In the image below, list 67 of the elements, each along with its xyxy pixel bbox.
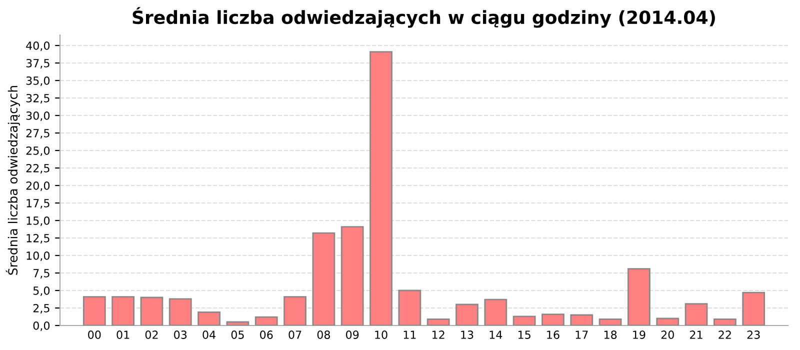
x-tick-label: 03 [174, 330, 187, 339]
y-tick-label: 40,0 [26, 41, 50, 52]
bar [456, 304, 478, 326]
bar [684, 303, 708, 326]
y-tick-label: 10,0 [26, 251, 50, 262]
bar [512, 316, 536, 326]
bar [198, 312, 220, 326]
bar [140, 296, 164, 326]
bar [484, 298, 508, 326]
y-axis-title: Średnia liczba odwiedzających [6, 86, 20, 275]
y-tick-label: 5,0 [33, 286, 50, 296]
bar [284, 296, 306, 326]
bar [426, 318, 450, 326]
bar [312, 232, 336, 326]
bar [598, 318, 622, 326]
y-tick-label: 20,0 [26, 181, 50, 192]
bar [542, 314, 564, 326]
x-tick-label: 17 [576, 330, 588, 339]
y-tick-label: 2,5 [33, 304, 50, 314]
y-tick-label: 7,5 [34, 269, 50, 279]
x-tick-label: 10 [375, 330, 388, 339]
bar [168, 298, 192, 326]
y-tick-label: 22,5 [26, 164, 50, 174]
x-tick-label: 19 [633, 330, 646, 339]
bar [82, 296, 106, 326]
bar [226, 321, 250, 326]
bar [340, 226, 364, 326]
y-tick-label: 30,0 [26, 111, 50, 122]
x-tick-label: 05 [231, 330, 244, 339]
y-tick-label: 15,0 [26, 216, 50, 226]
bar [628, 268, 650, 326]
y-tick-label: 35,0 [26, 76, 50, 86]
x-tick-label: 15 [518, 330, 530, 339]
bar [714, 318, 736, 326]
x-tick-label: 22 [718, 330, 731, 339]
x-tick-label: 08 [317, 330, 330, 339]
bar [742, 292, 766, 326]
x-tick-label: 06 [260, 330, 273, 339]
x-tick-label: 09 [346, 330, 359, 339]
bar [570, 314, 594, 326]
x-tick-label: 02 [145, 330, 158, 339]
y-tick-label: 17,5 [26, 199, 50, 209]
x-tick-label: 16 [547, 330, 560, 339]
y-tick-label: 27,5 [26, 128, 50, 139]
y-tick-label: 12,5 [26, 234, 50, 244]
x-tick-label: 01 [116, 330, 130, 339]
bar [254, 316, 278, 326]
bar [370, 51, 392, 326]
x-tick-label: 07 [288, 330, 302, 339]
y-tick-label: 37,5 [26, 58, 50, 69]
bar [656, 318, 680, 326]
x-tick-label: 13 [461, 330, 474, 339]
x-tick-label: 23 [747, 330, 760, 339]
x-tick-label: 04 [202, 330, 216, 339]
bar [398, 290, 422, 326]
y-tick-label: 0,0 [33, 321, 50, 332]
y-tick-label: 32,5 [26, 94, 50, 104]
y-tick-label: 25,0 [26, 146, 50, 156]
x-tick-label: 14 [490, 330, 502, 339]
x-tick-label: 20 [661, 330, 674, 339]
chart-title: Średnia liczba odwiedzających w ciągu godziny (2014.04) [132, 7, 715, 28]
x-tick-label: 00 [88, 330, 101, 339]
x-tick-label: 18 [604, 330, 617, 339]
x-tick-label: 12 [432, 330, 444, 339]
x-tick-label: 21 [690, 330, 702, 339]
x-tick-label: 11 [404, 330, 416, 339]
bar [112, 296, 134, 326]
